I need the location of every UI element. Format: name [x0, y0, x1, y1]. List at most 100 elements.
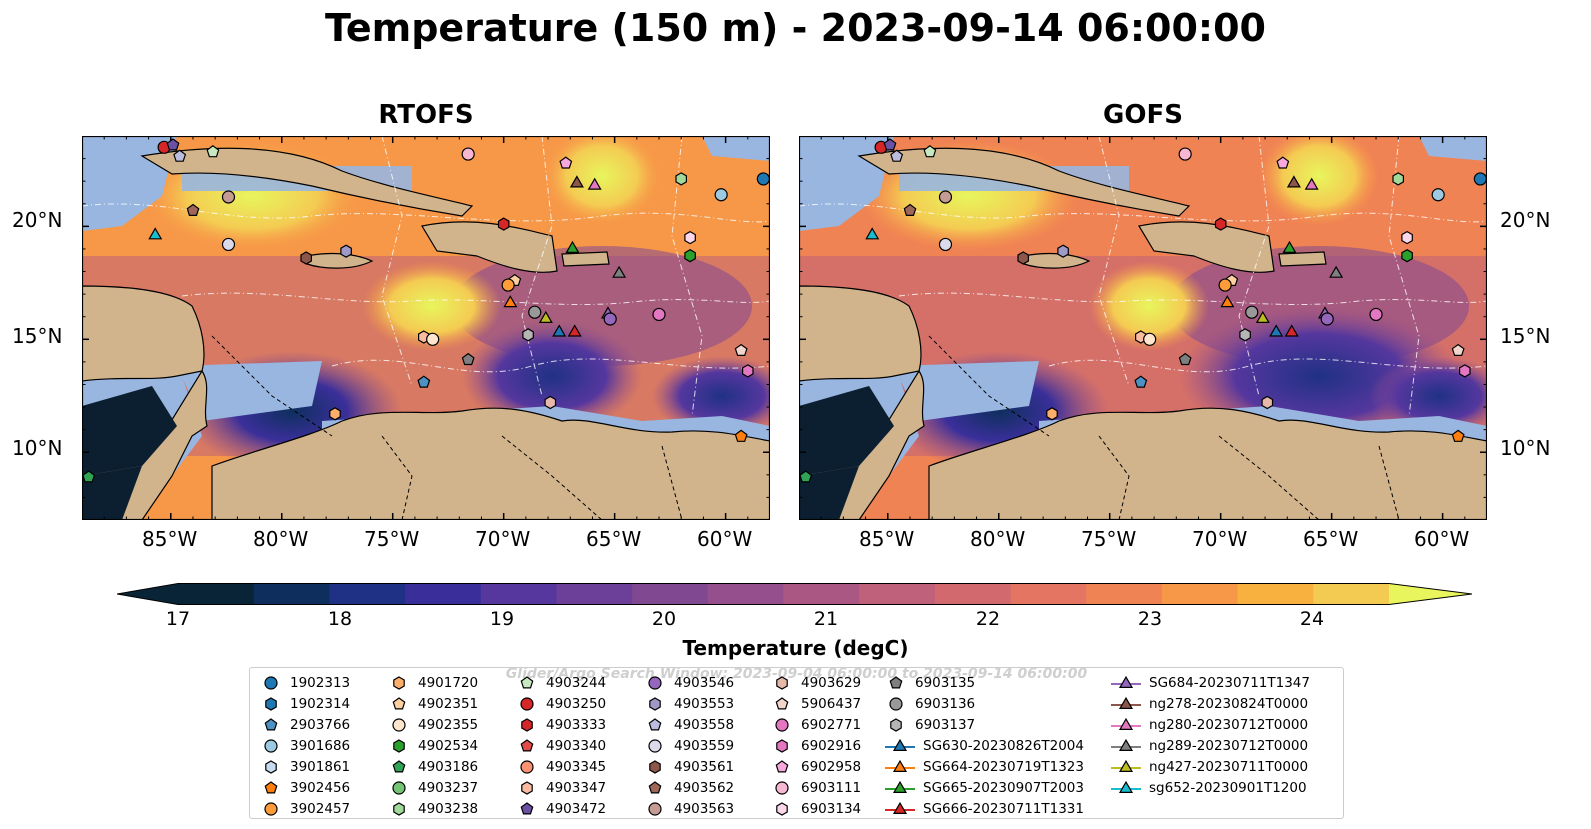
south-america-land: [928, 407, 1487, 520]
lon-tick-label: 75°W: [364, 527, 420, 551]
legend-item: 5906437: [769, 693, 861, 714]
legend-label: 4903472: [546, 800, 607, 817]
triangle-marker-icon: [1111, 717, 1141, 730]
platform-marker: [1401, 230, 1413, 245]
pentagon-marker-icon: [264, 780, 278, 793]
legend-item: SG630-20230826T2004: [883, 735, 1084, 756]
legend-label: 4903629: [801, 674, 862, 691]
legend-label: 4901720: [418, 674, 479, 691]
colorbar-tick-label: 23: [1137, 608, 1163, 630]
legend-label: 3901686: [290, 737, 351, 754]
colorbar-segment: [480, 583, 558, 605]
colorbar-tick-label: 19: [489, 608, 515, 630]
legend-label: 6903136: [915, 695, 976, 712]
legend-item: 3902457: [258, 798, 350, 819]
lon-tick-label: 80°W: [970, 527, 1026, 551]
legend-label: 6903111: [801, 779, 862, 796]
platform-marker: [569, 175, 584, 188]
legend-item: 6902916: [769, 735, 861, 756]
platform-marker: [923, 145, 937, 158]
pentagon-marker-icon: [520, 738, 534, 751]
platform-marker: [82, 470, 96, 483]
legend-item: ng427-20230711T0000: [1109, 756, 1310, 777]
legend-item: 4903472: [514, 798, 606, 819]
legend-item: 6902958: [769, 756, 861, 777]
circle-marker-icon: [392, 717, 406, 732]
circle-marker-icon: [264, 801, 278, 816]
legend-item: 4903553: [642, 693, 734, 714]
platform-marker: [1134, 375, 1148, 388]
platform-marker: [903, 203, 917, 217]
legend-item: 4902534: [386, 735, 478, 756]
pentagon-marker-icon: [520, 675, 534, 688]
lat-tick-label: 15°N: [12, 324, 63, 348]
colorbar-segment: [1313, 583, 1390, 605]
legend-item: 4903562: [642, 777, 734, 798]
platform-marker: [1245, 305, 1259, 319]
legend-label: 3902456: [290, 779, 351, 796]
platform-marker: [1401, 249, 1413, 263]
hexagon-marker-icon: [521, 717, 533, 732]
legend-item: SG684-20230711T1347: [1109, 672, 1310, 693]
legend-item: ng280-20230712T0000: [1109, 714, 1310, 735]
legend-column: SG684-20230711T1347 ng278-20230824T0000 ng…: [1109, 672, 1310, 798]
circle-marker-icon: [648, 675, 662, 690]
colorbar-segment: [632, 583, 709, 605]
platform-marker: [1369, 307, 1383, 322]
platform-marker: [1431, 188, 1445, 202]
legend-item: 4903347: [514, 777, 606, 798]
pentagon-marker-icon: [648, 717, 662, 730]
legend-label: 1902314: [290, 695, 351, 712]
colorbar-segment: [934, 583, 1012, 605]
rtofs-map: [82, 136, 770, 520]
legend-label: 4903186: [418, 758, 479, 775]
legend-item: 2903766: [258, 714, 350, 735]
platform-marker: [865, 227, 880, 240]
legend-label: 4903345: [546, 758, 607, 775]
legend-column: 6903135 6903136 6903137 SG630-20230826T2004…: [883, 672, 1084, 819]
platform-marker: [741, 364, 754, 378]
legend-label: 3901861: [290, 758, 351, 775]
jamaica-land: [1023, 252, 1091, 269]
colorbar-tick-label: 18: [327, 608, 353, 630]
platform-marker: [221, 190, 236, 204]
legend-label: 4903244: [546, 674, 607, 691]
legend-item: 4903559: [642, 735, 734, 756]
legend-item: 4903563: [642, 798, 734, 819]
hexagon-marker-icon: [890, 717, 902, 732]
legend-item: 6902771: [769, 714, 861, 735]
legend-label: sg652-20230901T1200: [1149, 779, 1307, 796]
pentagon-marker-icon: [775, 759, 789, 772]
lon-tick-label: 65°W: [586, 527, 642, 551]
colorbar-segment: [859, 583, 936, 605]
pentagon-marker-icon: [520, 801, 534, 814]
platform-marker: [938, 237, 953, 252]
circle-marker-icon: [775, 717, 789, 732]
platform-marker: [426, 332, 440, 346]
triangle-marker-icon: [885, 801, 915, 814]
platform-marker: [559, 156, 573, 169]
circle-marker-icon: [648, 801, 662, 816]
platform-marker: [501, 278, 515, 292]
legend-column: 4903546 4903553 4903558 4903559 4903561 49035…: [642, 672, 734, 819]
legend-label: 6903135: [915, 674, 976, 691]
legend-item: 1902313: [258, 672, 350, 693]
legend-item: 4903244: [514, 672, 606, 693]
platform-marker: [497, 217, 510, 231]
platform-marker: [1178, 147, 1192, 161]
legend-label: SG665-20230907T2003: [923, 779, 1084, 796]
legend-label: 6902771: [801, 716, 862, 733]
colorbar-segment: [556, 583, 633, 605]
triangle-marker-icon: [1111, 675, 1141, 688]
platform-marker: [1458, 364, 1471, 378]
circle-marker-icon: [392, 780, 406, 795]
legend-label: 4903562: [674, 779, 735, 796]
platform-marker: [1057, 244, 1069, 258]
legend-column: 4903629 5906437 6902771 6902916 6902958 69031…: [769, 672, 861, 819]
legend-column: 4901720 4902351 4902355 4902534 4903186 49032…: [386, 672, 478, 819]
lon-tick-label: 70°W: [1192, 527, 1248, 551]
legend-label: 5906437: [801, 695, 862, 712]
legend-item: 1902314: [258, 693, 350, 714]
legend-label: 1902313: [290, 674, 351, 691]
platform-marker: [186, 203, 200, 217]
